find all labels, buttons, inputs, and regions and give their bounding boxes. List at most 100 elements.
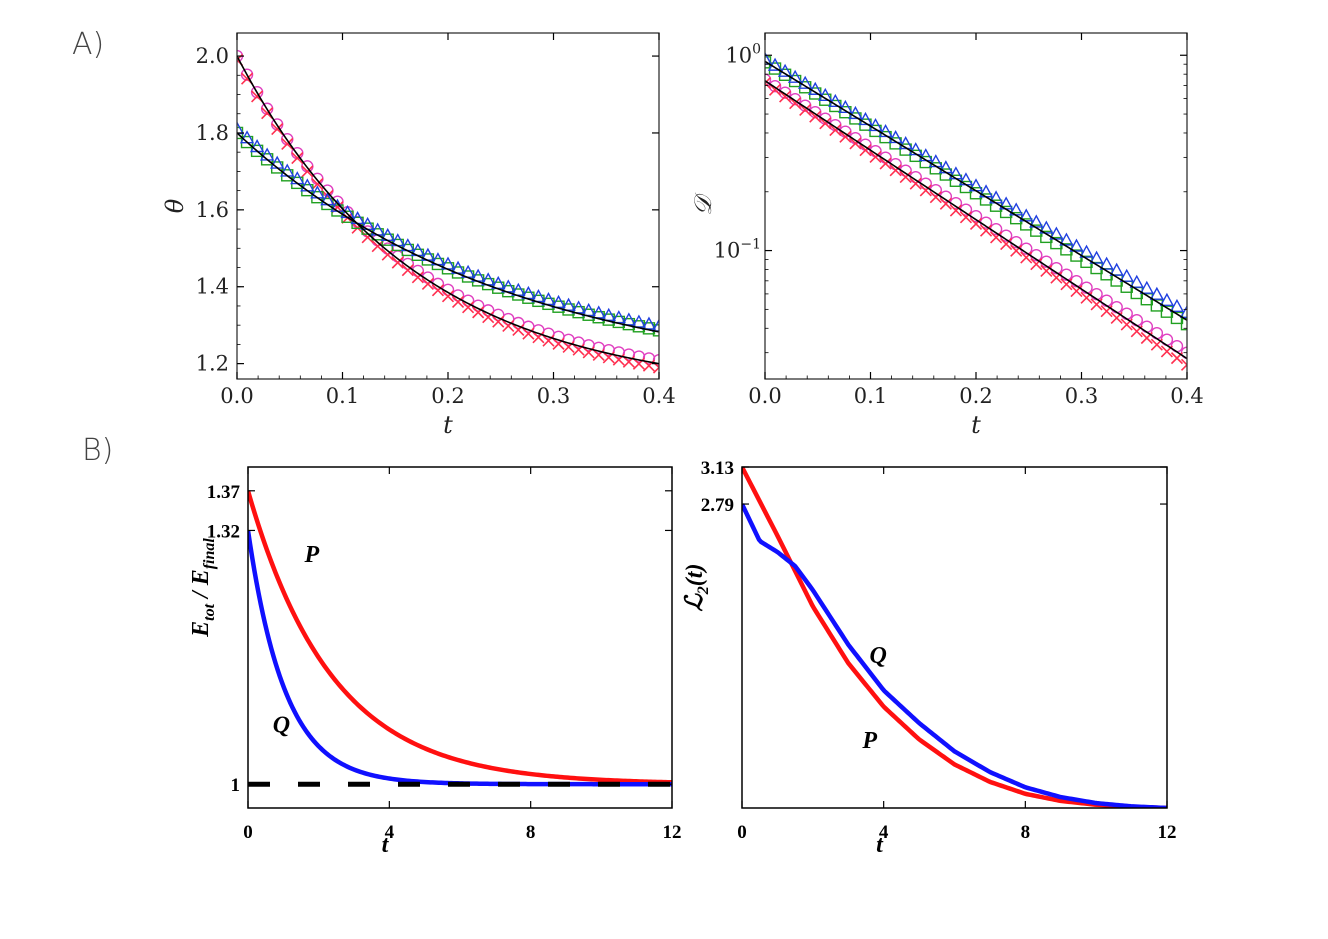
marker-circle: [798, 99, 812, 112]
y-tick-label: 2.0: [196, 44, 229, 68]
marker-cross: [472, 306, 485, 319]
marker-cross: [451, 295, 465, 309]
marker-cross: [502, 319, 515, 332]
x-tick-label: 4: [879, 822, 889, 843]
marker-triangle: [1089, 250, 1104, 264]
marker-triangle: [1049, 226, 1064, 240]
plot-frame: [236, 32, 660, 380]
y-axis-label: θ: [161, 198, 189, 213]
x-tick-label: 8: [526, 822, 536, 843]
x-tick-label: 12: [1158, 822, 1177, 843]
x-tick-label: 4: [385, 822, 395, 843]
series-fit-1-line: [765, 80, 1187, 360]
series-p-line: [742, 467, 1167, 808]
marker-cross: [768, 83, 782, 96]
marker-cross: [1050, 271, 1063, 284]
marker-cross: [371, 240, 384, 253]
x-tick-label: 0.1: [326, 384, 359, 408]
y-tick-label: 1.32: [207, 521, 240, 542]
marker-cross: [492, 315, 505, 328]
marker-triangle: [631, 314, 647, 328]
marker-triangle: [1169, 298, 1185, 312]
marker-cross: [959, 211, 973, 224]
series-fit-1-line: [237, 55, 659, 365]
marker-triangle: [777, 63, 793, 77]
marker-square: [1180, 317, 1187, 331]
marker-square: [889, 137, 902, 150]
marker-triangle: [651, 318, 659, 332]
curve-annotation-q: Q: [273, 713, 290, 739]
plot-area: [742, 467, 1167, 808]
marker-cross: [482, 311, 495, 324]
marker-cross: [542, 334, 555, 347]
series-q-line: [248, 530, 672, 787]
marker-cross: [1020, 251, 1033, 264]
marker-cross: [909, 177, 922, 190]
x-tick-label: 0.2: [959, 384, 992, 408]
marker-circle: [240, 68, 254, 81]
marker-cross: [919, 184, 932, 197]
marker-cross: [889, 164, 902, 177]
y-tick-label: 1.2: [196, 352, 229, 376]
y-tick-label: 1.8: [196, 121, 229, 145]
marker-triangle: [808, 81, 823, 95]
marker-cross: [552, 337, 565, 350]
curve-annotation-q: Q: [870, 643, 887, 669]
x-tick-label: 0.2: [431, 384, 464, 408]
series-circles: [765, 73, 1187, 359]
marker-triangle: [888, 130, 903, 144]
x-tick-label: 0.1: [854, 384, 887, 408]
marker-triangle: [1079, 244, 1094, 258]
marker-square: [919, 155, 932, 169]
x-tick-label: 0: [243, 822, 253, 843]
marker-triangle: [878, 123, 893, 138]
marker-cross: [879, 157, 892, 170]
marker-cross: [532, 331, 545, 344]
x-tick-label: 0.3: [1065, 384, 1098, 408]
marker-circle: [250, 85, 264, 99]
y-axis-label: 𝒟: [689, 192, 717, 216]
marker-triangle: [818, 87, 833, 101]
marker-cross: [441, 290, 455, 303]
marker-cross: [839, 130, 852, 143]
marker-circle: [768, 79, 782, 93]
marker-cross: [291, 152, 304, 165]
marker-triangle: [641, 316, 657, 330]
x-tick-label: 8: [1021, 822, 1031, 843]
marker-triangle: [1159, 292, 1175, 306]
marker-cross: [990, 231, 1003, 244]
series-q-line: [742, 503, 1167, 808]
marker-circle: [1140, 320, 1154, 333]
marker-triangle: [765, 51, 773, 65]
marker-cross: [401, 264, 414, 277]
marker-cross: [301, 165, 314, 178]
chart-theta-vs-t: 0.0 0.1 0.2 0.3 0.4 1.2 1.4 1.6 1.8 2.0 t θ: [161, 32, 676, 439]
marker-cross: [421, 277, 434, 291]
marker-cross: [1010, 244, 1023, 257]
x-tick-label: 0.0: [748, 384, 781, 408]
marker-cross: [929, 191, 942, 204]
marker-triangle: [1139, 280, 1154, 294]
plot-frame: [741, 466, 1168, 809]
marker-cross: [1080, 291, 1093, 304]
marker-cross: [1180, 358, 1187, 371]
marker-circle: [765, 73, 772, 86]
series-fit-2-line: [765, 60, 1187, 321]
marker-cross: [1040, 264, 1053, 277]
marker-circle: [1110, 300, 1123, 314]
y-label-part: final: [201, 538, 218, 570]
series-triangles: [765, 51, 1187, 319]
y-tick-label: 100: [725, 41, 761, 67]
y-tick-label: 10−1: [714, 237, 761, 263]
series-crosses: [765, 77, 1187, 371]
marker-circle: [788, 92, 802, 106]
marker-circle: [778, 86, 792, 99]
y-label-part: / E: [188, 569, 214, 604]
x-axis-label: t: [971, 411, 981, 439]
y-label-part: ℒ: [682, 592, 708, 611]
y-label-part: tot: [201, 603, 218, 620]
marker-cross: [1030, 258, 1043, 271]
marker-triangle: [1099, 256, 1114, 270]
marker-cross: [829, 124, 842, 137]
